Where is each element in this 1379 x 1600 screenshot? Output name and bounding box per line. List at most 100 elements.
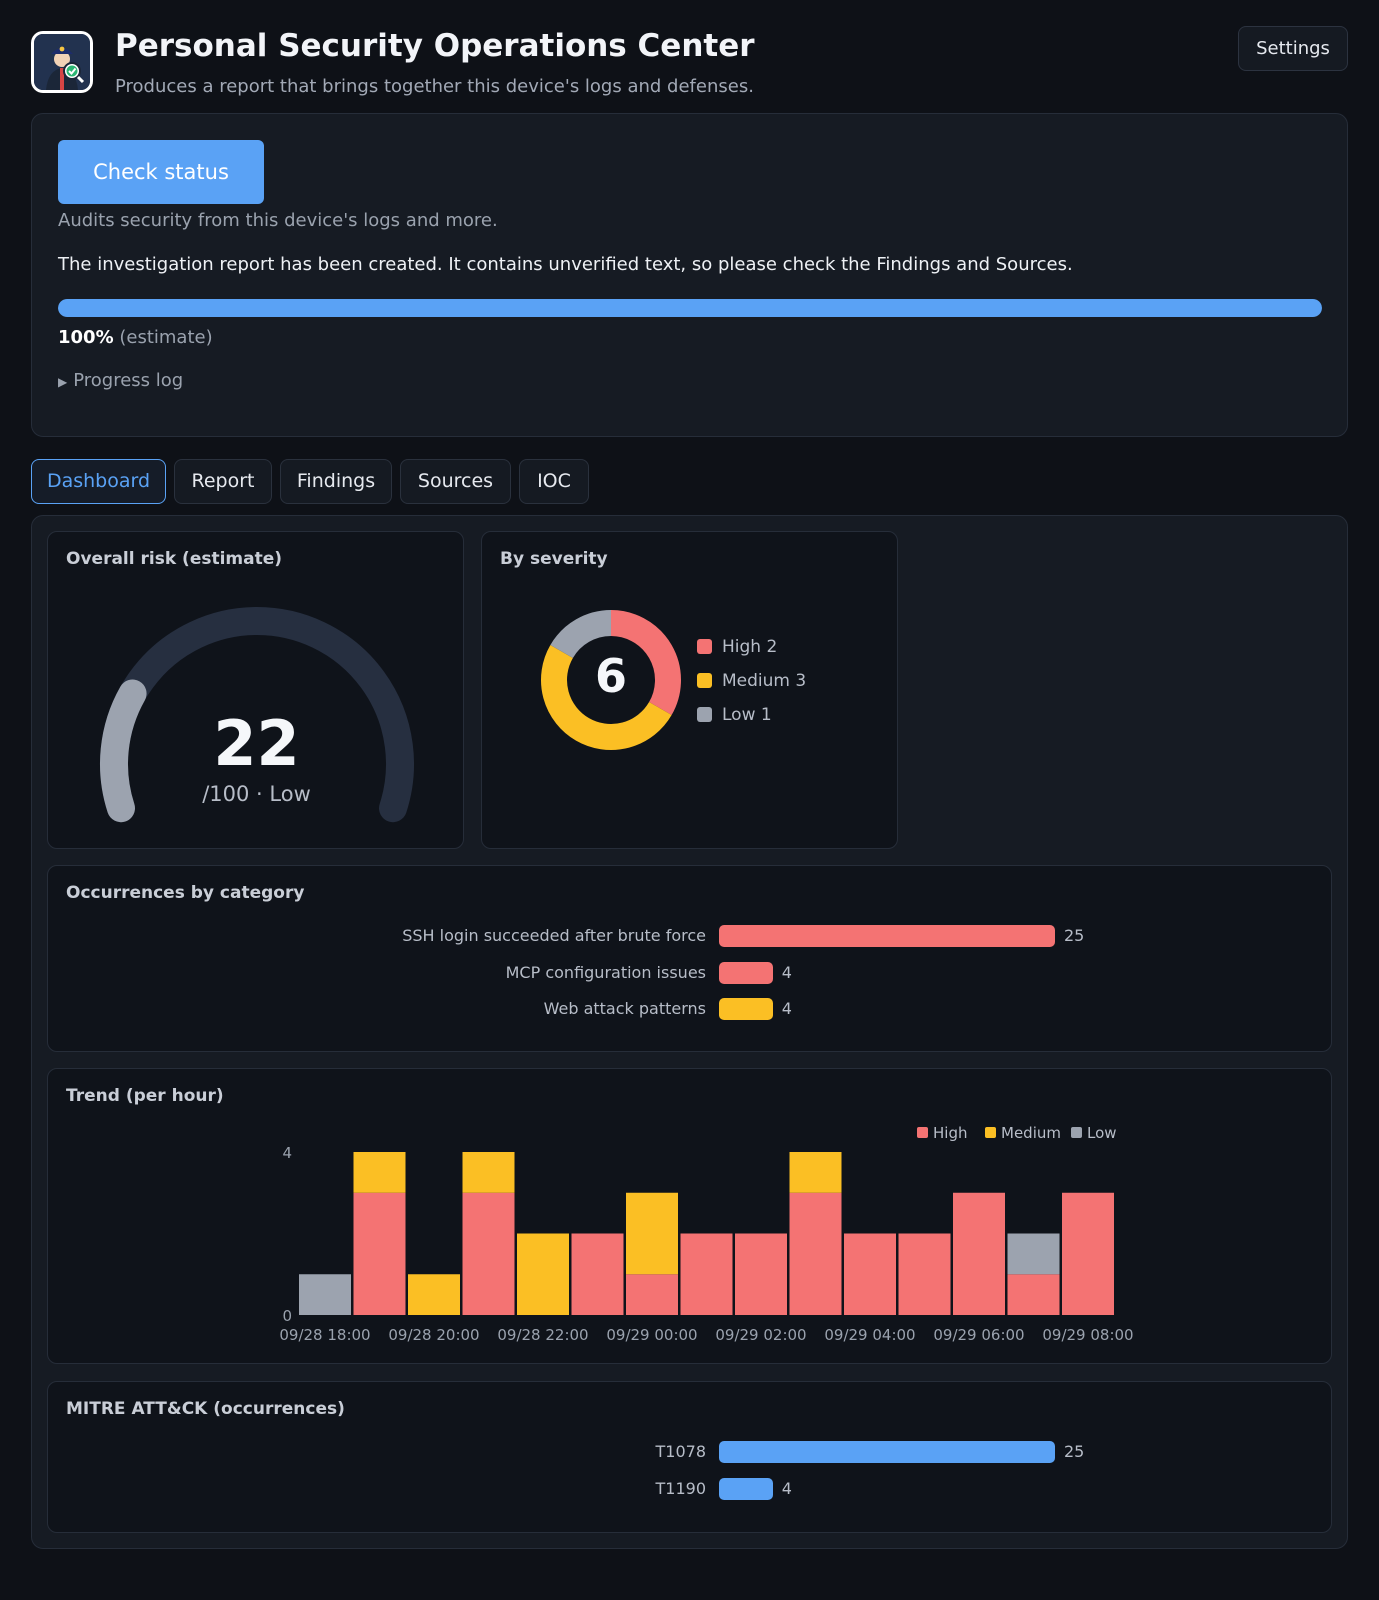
donut-slice-medium	[541, 645, 672, 750]
trend-bar-high	[626, 1274, 678, 1315]
category-label: MCP configuration issues	[505, 962, 706, 982]
trend-bar-medium	[626, 1192, 678, 1275]
trend-legend-label: Medium	[1001, 1124, 1061, 1142]
legend-label: Low 1	[722, 705, 772, 725]
trend-bar-high	[898, 1233, 951, 1315]
category-bar	[719, 961, 773, 984]
category-label: SSH login succeeded after brute force	[402, 926, 706, 945]
severity-legend: High 2 Medium 3 Low 1	[697, 637, 806, 739]
legend-item-high: High 2	[697, 637, 806, 671]
donut-slice-high	[610, 610, 681, 715]
trend-card: Trend (per hour) 0 4 09/28 18:00 09/28 20:0…	[47, 1068, 1332, 1364]
y-tick-label: 0	[282, 1307, 292, 1325]
donut-slice-low	[550, 610, 612, 659]
progress-fill	[58, 299, 1322, 317]
trend-bar-high	[1062, 1192, 1114, 1315]
status-message: The investigation report has been create…	[58, 254, 1073, 275]
mitre-value: 25	[1064, 1442, 1085, 1461]
gauge-fill	[100, 679, 147, 823]
status-panel: Check status Audits security from this d…	[31, 113, 1348, 437]
severity-card: By severity 6 High 2 Medium 3 Low 1	[481, 531, 898, 849]
settings-button[interactable]: Settings	[1238, 26, 1348, 71]
trend-chart: 0 4 09/28 18:00 09/28 20:00 09/28 22:00 09/29…	[279, 1124, 1133, 1344]
trend-legend-swatch	[985, 1127, 996, 1138]
risk-level: /100 · Low	[202, 782, 311, 806]
risk-card-title: Overall risk (estimate)	[66, 549, 283, 569]
category-value: 4	[781, 962, 792, 982]
legend-swatch	[697, 707, 712, 722]
mitre-label: T1190	[655, 1478, 707, 1498]
progress-note: (estimate)	[119, 327, 213, 348]
trend-legend-swatch	[1071, 1127, 1082, 1138]
page-subtitle: Produces a report that brings together t…	[115, 76, 754, 97]
y-tick-label: 4	[282, 1144, 292, 1162]
trend-bar-low	[299, 1274, 351, 1315]
trend-bar-high	[953, 1192, 1005, 1315]
app-header: Personal Security Operations Center Prod…	[31, 26, 1348, 98]
mitre-value: 4	[781, 1478, 792, 1498]
category-bar	[719, 998, 773, 1020]
category-card-title: Occurrences by category	[66, 883, 305, 903]
x-tick-label: 09/29 04:00	[824, 1326, 915, 1344]
security-officer-icon	[34, 34, 90, 90]
risk-gauge	[100, 607, 414, 823]
trend-bar-high	[571, 1233, 624, 1315]
trend-bar-medium	[408, 1274, 460, 1315]
category-value: 4	[781, 999, 792, 1018]
x-tick-label: 09/28 20:00	[388, 1326, 479, 1344]
legend-swatch	[697, 673, 712, 688]
progress-log-toggle[interactable]: ▶ Progress log	[58, 370, 183, 391]
mitre-card-title: MITRE ATT&CK (occurrences)	[66, 1399, 345, 1419]
x-tick-label: 09/29 08:00	[1042, 1326, 1133, 1344]
trend-bar-high	[1007, 1274, 1060, 1315]
x-tick-label: 09/28 18:00	[279, 1326, 370, 1344]
trend-card-title: Trend (per hour)	[66, 1086, 224, 1106]
category-label: Web attack patterns	[543, 999, 706, 1018]
check-status-button[interactable]: Check status	[58, 140, 264, 204]
legend-item-low: Low 1	[697, 705, 806, 739]
trend-bar-high	[844, 1233, 896, 1315]
category-bar	[719, 925, 1055, 947]
mitre-bar	[719, 1441, 1055, 1463]
tab-findings[interactable]: Findings	[280, 459, 392, 504]
trend-bar-medium	[517, 1233, 569, 1315]
category-card: Occurrences by category SSH login succee…	[47, 865, 1332, 1052]
trend-legend-label: Low	[1087, 1124, 1117, 1142]
progress-log-label: Progress log	[73, 370, 184, 391]
x-tick-label: 09/29 02:00	[715, 1326, 806, 1344]
severity-donut	[541, 610, 681, 750]
x-tick-label: 09/28 22:00	[497, 1326, 588, 1344]
app-logo	[31, 31, 93, 93]
category-value: 25	[1064, 926, 1085, 945]
trend-bar-low	[1007, 1233, 1060, 1275]
trend-bar-high	[462, 1192, 515, 1315]
severity-card-title: By severity	[500, 549, 608, 569]
legend-item-medium: Medium 3	[697, 671, 806, 705]
mitre-label: T1078	[655, 1442, 707, 1461]
trend-bar-medium	[462, 1152, 515, 1193]
mitre-bar	[719, 1477, 773, 1500]
tab-report[interactable]: Report	[174, 459, 272, 504]
legend-label: High 2	[722, 637, 778, 657]
progress-bar	[58, 299, 1322, 317]
trend-bar-high	[680, 1233, 733, 1315]
legend-label: Medium 3	[722, 671, 807, 691]
progress-readout: 100% (estimate)	[58, 327, 213, 348]
trend-bar-medium	[353, 1152, 406, 1193]
disclosure-triangle-icon: ▶	[58, 375, 68, 389]
trend-bar-high	[353, 1192, 406, 1315]
risk-card: Overall risk (estimate) 22 /100 · Low	[47, 531, 464, 849]
severity-total: 6	[594, 649, 627, 703]
trend-bar-high	[789, 1192, 842, 1315]
legend-swatch	[697, 639, 712, 654]
tab-ioc[interactable]: IOC	[519, 459, 589, 504]
risk-score: 22	[213, 707, 300, 780]
trend-bar-high	[735, 1233, 787, 1315]
tab-dashboard[interactable]: Dashboard	[31, 459, 166, 504]
trend-legend-label: High	[933, 1124, 967, 1142]
trend-bar-medium	[789, 1152, 842, 1193]
x-tick-label: 09/29 06:00	[933, 1326, 1024, 1344]
x-tick-label: 09/29 00:00	[606, 1326, 697, 1344]
tab-sources[interactable]: Sources	[400, 459, 511, 504]
trend-legend-swatch	[917, 1127, 928, 1138]
